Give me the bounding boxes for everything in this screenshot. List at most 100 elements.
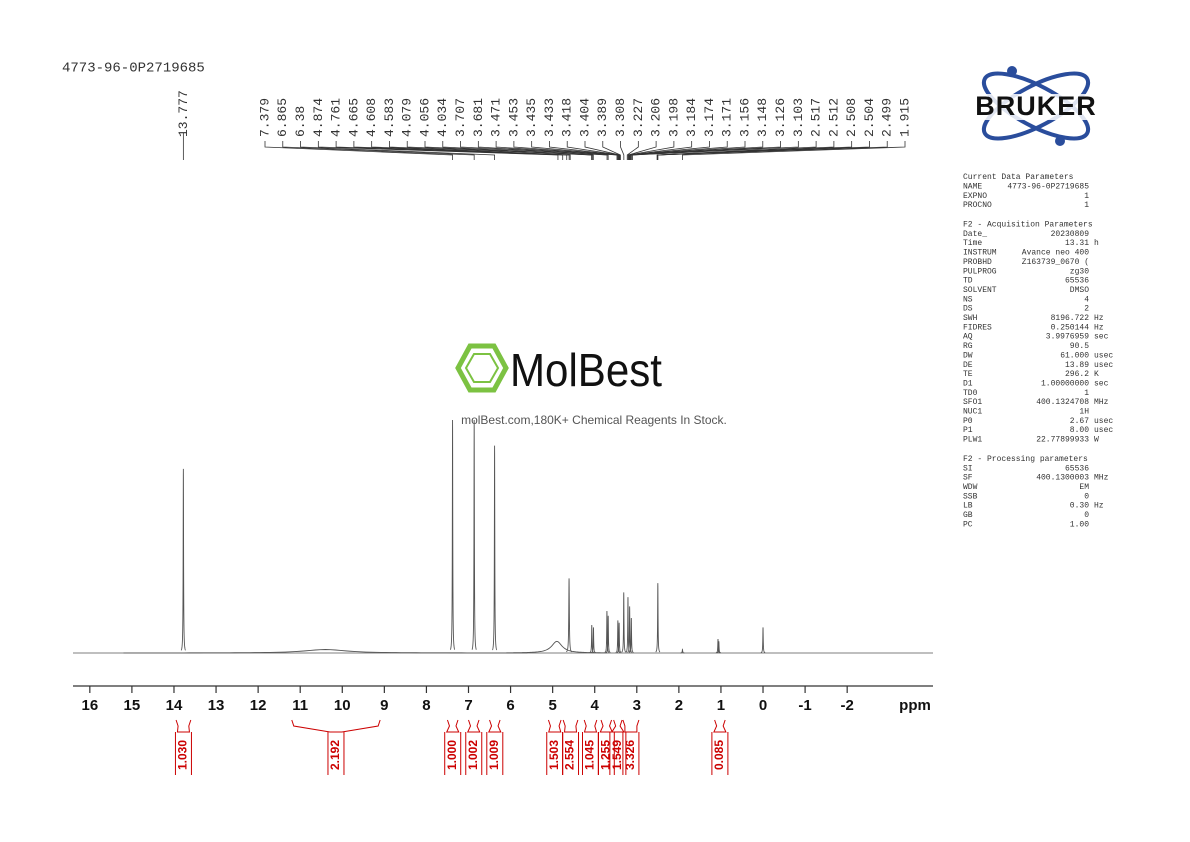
peak-leader xyxy=(389,141,571,160)
param-value: 65536 xyxy=(1065,464,1089,473)
logo-text: BRUKER xyxy=(975,91,1097,121)
peak xyxy=(615,620,621,653)
peak-label: 4.583 xyxy=(382,98,397,137)
param-name: DE xyxy=(963,361,973,370)
integral-label: 2.554 xyxy=(563,740,577,770)
integral-label: 1.009 xyxy=(487,740,501,770)
param-section-title: Current Data Parameters xyxy=(963,173,1074,182)
param-name: SI xyxy=(963,464,973,473)
param-value: 20230809 xyxy=(1051,230,1090,239)
param-name: SWH xyxy=(963,314,978,323)
peak xyxy=(589,625,595,654)
integral-label: 1.255 xyxy=(598,740,612,770)
param-value: 13.89 xyxy=(1065,361,1089,370)
peak-leader xyxy=(549,141,619,160)
param-value: 90.5 xyxy=(1070,342,1089,351)
param-unit: sec xyxy=(1094,333,1109,342)
param-value: 1H xyxy=(1079,408,1089,417)
peak-label: 3.681 xyxy=(471,98,486,137)
peak-label: 3.389 xyxy=(595,98,610,137)
param-value: 0 xyxy=(1084,492,1089,501)
param-name: AQ xyxy=(963,333,973,342)
param-name: TD0 xyxy=(963,389,978,398)
peak-label: 6.38 xyxy=(293,106,308,137)
peak-label: 4.608 xyxy=(364,98,379,137)
integral-bracket xyxy=(610,719,625,733)
x-tick-label: 11 xyxy=(292,697,308,714)
peak-leader xyxy=(657,141,888,160)
peak-leader xyxy=(406,141,592,160)
x-tick-label: 12 xyxy=(250,697,267,714)
peak xyxy=(604,611,610,653)
param-section-title: F2 - Acquisition Parameters xyxy=(963,221,1093,230)
param-unit: W xyxy=(1094,436,1099,445)
peak-leader xyxy=(632,141,799,160)
integral-label: 1.503 xyxy=(547,740,561,770)
integral-label: 1.030 xyxy=(176,740,190,770)
peak-leader xyxy=(628,141,675,160)
peak xyxy=(492,445,498,651)
param-value: 400.1324708 xyxy=(1036,398,1089,407)
param-name: D1 xyxy=(963,379,973,388)
param-unit: usec xyxy=(1094,351,1113,360)
peak-label: 6.865 xyxy=(275,98,290,137)
param-value: 1.00 xyxy=(1070,520,1089,529)
x-tick-label: 2 xyxy=(675,697,683,714)
param-value: 0.250144 xyxy=(1051,323,1090,332)
peak xyxy=(591,627,596,654)
peak-leader xyxy=(335,141,564,160)
x-tick-label: 10 xyxy=(334,697,351,714)
integral-label: 3.326 xyxy=(623,740,637,770)
param-value: 8196.722 xyxy=(1051,314,1090,323)
peak-leader xyxy=(371,141,570,160)
param-name: WDW xyxy=(963,483,978,492)
peak-label: 4.874 xyxy=(311,98,326,137)
peak-label: 3.148 xyxy=(755,98,770,137)
watermark-brand: MolBest xyxy=(510,344,662,396)
integral-label: 1.045 xyxy=(583,740,597,770)
peak xyxy=(616,622,622,653)
integral-bracket xyxy=(562,719,579,733)
param-value: 8.00 xyxy=(1070,426,1089,435)
param-unit: K xyxy=(1094,370,1099,379)
peak-leader xyxy=(513,141,619,160)
param-value: 2.67 xyxy=(1070,417,1089,426)
param-unit: sec xyxy=(1094,379,1109,388)
peak-label: 3.174 xyxy=(702,98,717,137)
watermark-tagline: molBest.com,180K+ Chemical Reagents In S… xyxy=(461,413,727,427)
param-name: INSTRUM xyxy=(963,249,997,258)
peak-leader xyxy=(602,141,621,160)
param-unit: Hz xyxy=(1094,314,1104,323)
peak-label: 3.198 xyxy=(666,98,681,137)
param-name: SFO1 xyxy=(963,398,982,407)
sample-id: 4773-96-0P2719685 xyxy=(62,61,205,77)
param-name: FIDRES xyxy=(963,323,992,332)
peak-label: 3.453 xyxy=(506,98,521,137)
peak xyxy=(180,468,186,651)
integral-label: 0.085 xyxy=(712,740,726,770)
param-value: 13.31 xyxy=(1065,239,1089,248)
param-value: 4 xyxy=(1084,295,1089,304)
param-value: 296.2 xyxy=(1065,370,1089,379)
param-name: DS xyxy=(963,305,973,314)
param-value: zg30 xyxy=(1070,267,1089,276)
logo-dot xyxy=(1055,136,1065,146)
param-unit: usec xyxy=(1094,361,1113,370)
peak-label: 4.056 xyxy=(417,98,432,137)
peak-label: 3.471 xyxy=(489,98,504,137)
peak xyxy=(760,627,766,654)
peak xyxy=(715,638,721,654)
param-section-title: F2 - Processing parameters xyxy=(963,455,1088,464)
param-name: PROBHD xyxy=(963,258,992,267)
param-unit: usec xyxy=(1094,417,1113,426)
param-name: EXPNO xyxy=(963,192,987,201)
peak-leader xyxy=(477,141,609,160)
param-value: Z163739_0670 ( xyxy=(1022,258,1089,267)
peak-leader xyxy=(626,141,639,160)
integral-bracket xyxy=(175,719,192,733)
peak xyxy=(621,592,627,653)
param-value: Avance neo 400 xyxy=(1022,249,1089,258)
logo-orbit xyxy=(981,71,1091,141)
watermark-icon xyxy=(464,353,500,383)
